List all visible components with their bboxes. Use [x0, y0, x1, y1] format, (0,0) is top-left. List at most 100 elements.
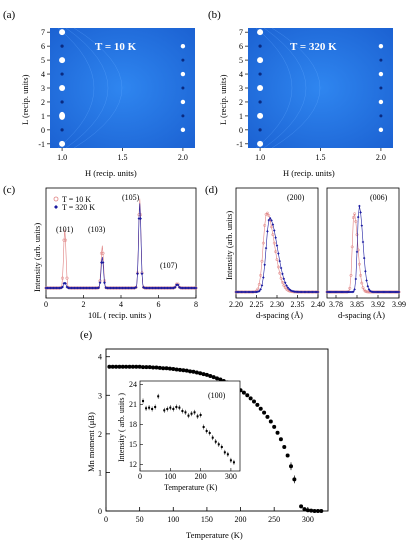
moment-point — [181, 368, 186, 373]
panel-b-weak-spot-2-3 — [379, 86, 383, 90]
panel-d-right-point-t10 — [360, 281, 364, 285]
panel-c-point-t320 — [53, 286, 57, 290]
panel-c-point-t320 — [113, 286, 117, 290]
panel-b-xtick-label-1.5: 1.5 — [316, 153, 326, 162]
panel-a-spot-1-7 — [59, 29, 66, 36]
panel-e-ylabel: Mn moment (μB) — [86, 412, 96, 472]
panel-a-temperature: T = 10 K — [95, 41, 137, 53]
legend-t10-label: T = 10 K — [62, 195, 91, 204]
inset-ylabel: Intensity ( arb. units ) — [117, 393, 126, 462]
panel-d-left-point-t320 — [257, 289, 261, 293]
panel-a-ytick-label-6: 6 — [41, 42, 45, 51]
panel-e-label: (e) — [80, 329, 93, 341]
panel-c-point-t320 — [82, 286, 85, 290]
panel-c-point-t320 — [175, 283, 178, 287]
inset-ytick-label-18: 18 — [129, 420, 137, 429]
panel-d-left-point-t320 — [274, 236, 277, 239]
panel-c-point-t320 — [131, 286, 135, 290]
moment-point — [309, 508, 314, 513]
inset-point — [199, 414, 202, 416]
panel-c-point-t320 — [184, 286, 187, 290]
inset-xtick-label-300: 300 — [225, 472, 237, 481]
panel-c-point-t320 — [62, 281, 66, 285]
panel-d-right-xtick-label-3.85: 3.85 — [350, 300, 364, 309]
panel-b-ytick-label-4: 4 — [239, 70, 243, 79]
inset-point — [187, 414, 190, 417]
panel-c-point-t320 — [119, 286, 123, 290]
moment-point — [285, 453, 290, 458]
panel-c-point-t320 — [188, 286, 192, 290]
panel-c-ylabel: Intensity (arb. units) — [32, 223, 42, 292]
inset-frame — [139, 380, 241, 472]
panel-d-left-point-t10 — [267, 214, 271, 218]
moment-point — [171, 367, 176, 372]
moment-point — [248, 396, 253, 401]
panel-a-weak-spot-1-0 — [60, 128, 64, 132]
panel-b-map — [248, 28, 393, 148]
panel-c-point-t320 — [47, 286, 51, 290]
panel-a-ytick-label-4: 4 — [41, 70, 45, 79]
moment-point — [184, 368, 189, 373]
panel-c-point-t320 — [152, 286, 156, 290]
panel-d-left-point-t320 — [268, 216, 272, 220]
panel-c-point-t320 — [122, 286, 126, 290]
panel-b-powder-ring — [271, 27, 321, 149]
inset-points — [142, 393, 235, 465]
panel-d-right-point-t320 — [397, 290, 401, 294]
panel-d-left-point-t320 — [298, 290, 302, 294]
panel-c-point-t320 — [190, 286, 193, 290]
panel-b-weak-spot-2-1 — [379, 114, 383, 118]
panel-b-xlabel: H (recip. units) — [283, 168, 335, 178]
panel-a-ylabel: L (recip. units) — [20, 74, 30, 125]
peak-label-107: (107) — [160, 261, 178, 270]
panel-d-right-point-t320 — [356, 215, 360, 219]
panel-b-weak-spot-1-6 — [258, 44, 262, 48]
panel-a-weak-spot-1-2 — [60, 100, 64, 104]
inset-point — [142, 400, 145, 402]
panel-c-point-t320 — [134, 285, 138, 289]
inset-point — [193, 411, 196, 414]
panel-e-xtick-label-300: 300 — [302, 515, 314, 524]
panel-e-xtick-label-0: 0 — [104, 515, 108, 524]
moment-point — [211, 375, 216, 380]
moment-point — [305, 508, 310, 513]
panel-d-right-xtick-label-3.78: 3.78 — [329, 300, 343, 309]
panel-a-axes: -1 0 1 2 3 4 5 6 7 1.0 1.5 2.0 — [38, 28, 188, 162]
inset-point — [190, 412, 193, 415]
panel-c-point-t320 — [181, 286, 184, 290]
panel-c-xtick-label-0: 0 — [44, 300, 48, 309]
panel-c-point-t320 — [194, 286, 198, 290]
panel-c-point-t320 — [140, 272, 144, 276]
panel-d-left-xtick-label-2.40: 2.40 — [311, 300, 325, 309]
panel-d-right-trace-1 — [327, 205, 399, 293]
panel-c-point-t320 — [130, 286, 133, 290]
panel-b-ytick-label-7: 7 — [239, 28, 243, 37]
panel-b-ytick-label-2: 2 — [239, 98, 243, 107]
inset-ytick-label-24: 24 — [129, 380, 137, 389]
panel-d-left-point-t320 — [236, 290, 239, 294]
panel-a-xlabel: H (recip. units) — [85, 168, 137, 178]
panel-d-right-point-t10 — [355, 233, 359, 237]
panel-c-point-t320 — [139, 217, 142, 220]
inset-point — [157, 395, 160, 398]
panel-d-left-point-t320 — [297, 290, 301, 294]
panel-b: (b) T = 320 K -1 0 1 2 3 4 5 6 7 1.0 1.5 2.0 H (rec… — [208, 9, 393, 178]
panel-d-left-trace-1 — [236, 217, 318, 293]
panel-d-ylabel: Intensity (arb. units) — [224, 211, 234, 280]
panel-a-xtick-label-1.5: 1.5 — [118, 153, 128, 162]
inset-xtick-label-200: 200 — [195, 472, 207, 481]
panel-c-point-t320 — [89, 286, 93, 290]
moment-point — [302, 507, 307, 512]
panel-c-point-t320 — [158, 286, 162, 290]
inset-point — [223, 451, 226, 454]
inset-point — [178, 406, 181, 409]
moment-point — [282, 444, 287, 449]
panel-c-point-t320 — [125, 286, 129, 290]
panel-c-point-t320 — [169, 286, 172, 290]
panel-c-point-t320 — [118, 286, 121, 290]
panel-c-point-t320 — [76, 286, 79, 290]
panel-b-ytick-label-5: 5 — [239, 56, 243, 65]
panel-c-xtick-label-4: 4 — [119, 300, 123, 309]
panel-c-legend: T = 10 K T = 320 K — [53, 195, 95, 212]
panel-a-weak-spot-2-5 — [181, 58, 185, 62]
